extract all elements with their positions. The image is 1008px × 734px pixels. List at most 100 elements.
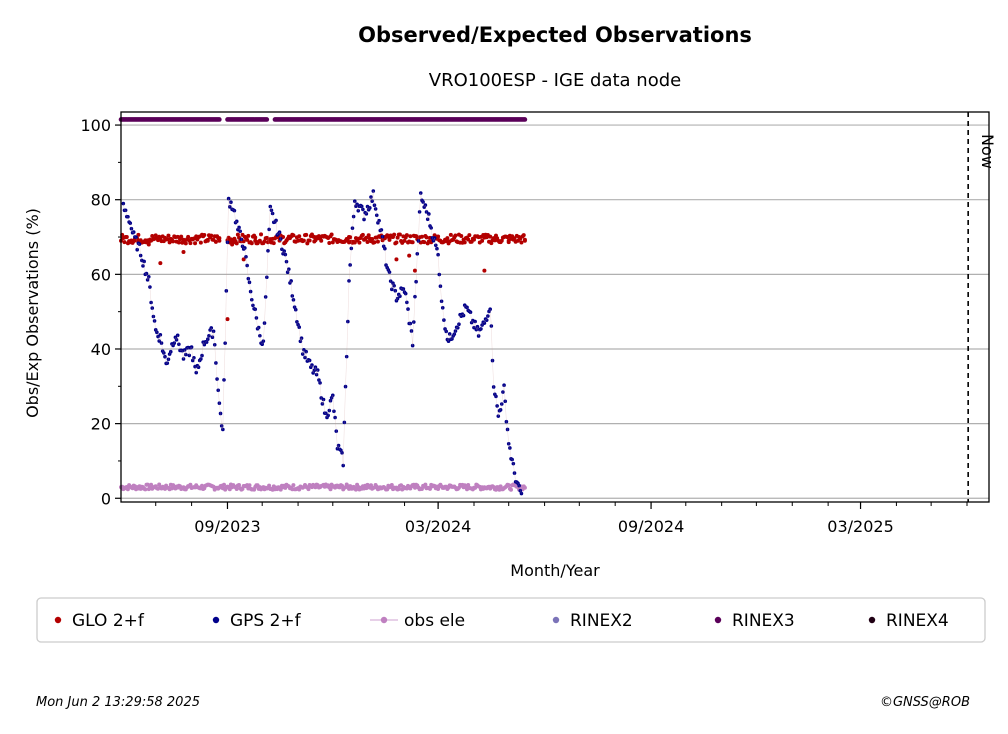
glo-point bbox=[448, 232, 453, 237]
legend-marker bbox=[380, 616, 388, 624]
rinex3-point bbox=[522, 117, 528, 122]
gps-point bbox=[409, 329, 414, 333]
obs-ele-point bbox=[473, 485, 478, 490]
gps-point bbox=[455, 325, 460, 330]
legend-box bbox=[36, 597, 986, 643]
gps-point bbox=[346, 319, 350, 324]
gps-point bbox=[148, 285, 152, 289]
gps-point bbox=[437, 272, 442, 277]
obs-ele-point bbox=[522, 485, 527, 490]
y-tick-label: 100 bbox=[80, 116, 111, 135]
gps-point bbox=[438, 284, 443, 289]
glo-point bbox=[235, 232, 240, 237]
gps-point bbox=[414, 279, 418, 284]
gps-point bbox=[439, 299, 444, 304]
obs-ele-point bbox=[506, 483, 511, 488]
gps-point bbox=[505, 427, 510, 432]
gps-point bbox=[484, 318, 489, 322]
gps-point bbox=[495, 404, 499, 408]
gps-point bbox=[287, 267, 291, 271]
glo-point bbox=[375, 239, 380, 244]
glo-point bbox=[408, 234, 413, 239]
glo-point bbox=[194, 235, 199, 240]
y-tick-label: 40 bbox=[91, 340, 111, 359]
gps-point bbox=[317, 378, 321, 382]
gps-point bbox=[364, 212, 369, 216]
gps-point bbox=[496, 414, 501, 418]
gps-point bbox=[260, 342, 264, 347]
gps-point bbox=[210, 335, 215, 340]
now-marker: Now bbox=[967, 112, 997, 502]
gps-point bbox=[318, 381, 322, 385]
gps-point bbox=[142, 259, 146, 264]
gps-point bbox=[267, 227, 271, 232]
glo-point bbox=[158, 261, 163, 266]
plot-frame bbox=[120, 111, 990, 503]
glo-point bbox=[188, 241, 193, 246]
glo-point bbox=[480, 238, 485, 243]
x-tick-label: 03/2024 bbox=[405, 517, 471, 536]
gps-point bbox=[415, 251, 420, 256]
glo-point bbox=[253, 235, 258, 240]
gps-point bbox=[475, 324, 480, 329]
gps-point bbox=[245, 263, 249, 268]
gps-point bbox=[482, 321, 487, 325]
gps-point bbox=[274, 218, 278, 223]
legend-marker bbox=[212, 616, 220, 624]
gps-point bbox=[229, 200, 233, 205]
gps-point bbox=[141, 264, 145, 268]
glo-point bbox=[366, 233, 371, 238]
gps-point bbox=[406, 307, 410, 311]
gps-point bbox=[234, 219, 239, 224]
gps-point bbox=[336, 443, 341, 448]
gps-point bbox=[152, 319, 157, 323]
gps-point bbox=[401, 287, 406, 291]
gps-point bbox=[277, 230, 282, 235]
gps-point bbox=[155, 330, 159, 335]
gps-point bbox=[315, 368, 320, 372]
gps-point bbox=[395, 296, 400, 301]
legend-label: RINEX2 bbox=[570, 611, 633, 631]
gps-point bbox=[196, 365, 201, 369]
obs-ele-point bbox=[145, 482, 150, 487]
gps-point bbox=[486, 314, 490, 318]
gps-point bbox=[444, 329, 449, 334]
gps-point bbox=[158, 333, 163, 337]
gps-point bbox=[489, 324, 494, 328]
glo-point bbox=[432, 233, 437, 238]
legend-label: GPS 2+f bbox=[230, 611, 302, 631]
gps-point bbox=[145, 278, 150, 282]
glo-point bbox=[179, 234, 184, 239]
gps-point bbox=[278, 237, 283, 241]
gps-point bbox=[202, 342, 207, 347]
gps-point bbox=[412, 320, 416, 324]
gps-point bbox=[359, 204, 364, 209]
glo-point bbox=[230, 242, 235, 247]
gps-point bbox=[324, 411, 328, 416]
glo-point bbox=[181, 249, 186, 254]
gps-point bbox=[157, 339, 161, 343]
gps-point bbox=[307, 358, 312, 363]
gps-point bbox=[249, 297, 254, 302]
glo-point bbox=[422, 240, 427, 245]
gps-point bbox=[244, 254, 248, 259]
glo-point bbox=[183, 241, 188, 246]
glo-point bbox=[301, 238, 306, 243]
gps-point bbox=[498, 408, 503, 412]
gps-point bbox=[468, 310, 473, 314]
gps-point bbox=[328, 398, 333, 403]
glo-point bbox=[241, 257, 246, 262]
gps-point bbox=[150, 306, 155, 310]
legend-label: GLO 2+f bbox=[72, 611, 145, 631]
glo-point bbox=[346, 235, 351, 240]
plot-series bbox=[118, 117, 528, 496]
gps-point bbox=[368, 206, 372, 210]
rinex3-point bbox=[264, 117, 270, 122]
gps-point bbox=[283, 252, 288, 257]
glo-point bbox=[522, 238, 527, 243]
gps-point bbox=[246, 276, 251, 281]
gps-point bbox=[253, 307, 258, 312]
gps-point bbox=[380, 234, 385, 239]
gps-point bbox=[285, 270, 290, 275]
obs-ele-point bbox=[389, 483, 394, 487]
